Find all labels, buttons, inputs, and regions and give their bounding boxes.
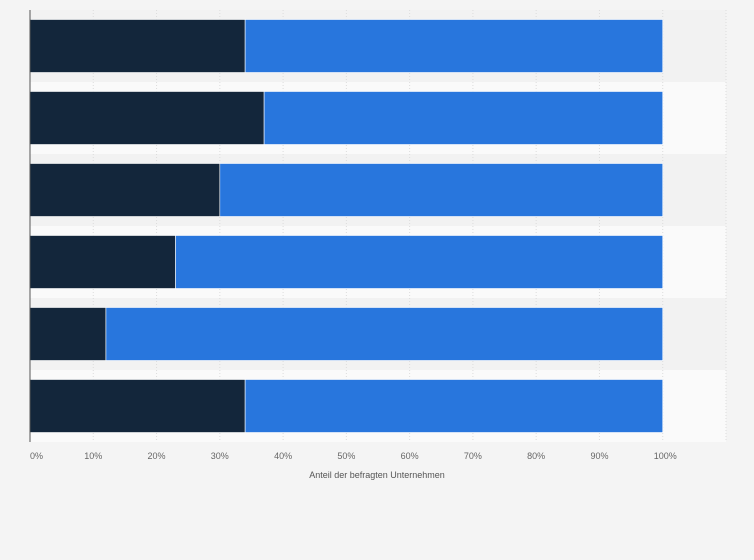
bar-segment-1 xyxy=(29,91,265,145)
bar-segment-2 xyxy=(244,19,664,73)
x-tick-label: 80% xyxy=(527,451,545,461)
bar-segment-1 xyxy=(29,19,246,73)
x-tick-label: 30% xyxy=(211,451,229,461)
bars xyxy=(29,19,664,433)
x-tick-label: 40% xyxy=(274,451,292,461)
bar-segment-2 xyxy=(244,379,664,433)
x-tick-labels: 0% 10% 20% 30% 40% 50% 60% 70% 80% 90% 100% xyxy=(30,451,677,461)
x-tick-label: 10% xyxy=(84,451,102,461)
x-tick-label: 100% xyxy=(654,451,677,461)
x-tick-label: 0% xyxy=(30,451,43,461)
bar-segment-1 xyxy=(29,163,221,217)
bar-segment-1 xyxy=(29,235,176,289)
bar-segment-1 xyxy=(29,379,246,433)
bar-segment-2 xyxy=(263,91,664,145)
bar-segment-2 xyxy=(105,307,664,361)
bar-segment-1 xyxy=(29,307,107,361)
x-tick-label: 20% xyxy=(148,451,166,461)
x-axis-title: Anteil der befragten Unternehmen xyxy=(309,470,445,480)
bar-segment-2 xyxy=(175,235,664,289)
x-tick-label: 60% xyxy=(401,451,419,461)
x-tick-label: 70% xyxy=(464,451,482,461)
x-tick-label: 50% xyxy=(337,451,355,461)
row-bands xyxy=(30,10,726,442)
grid-lines xyxy=(92,10,727,442)
x-tick-label: 90% xyxy=(590,451,608,461)
bar-segment-2 xyxy=(219,163,664,217)
